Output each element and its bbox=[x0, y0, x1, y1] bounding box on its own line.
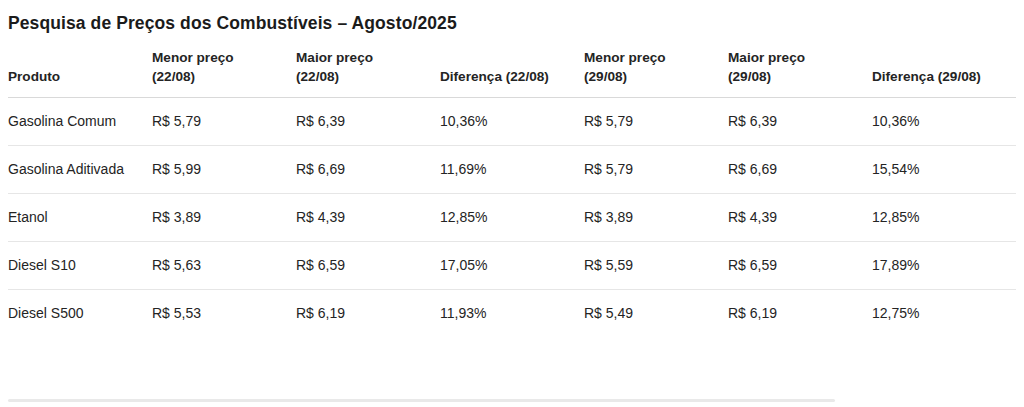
table-row-gasolina-aditivada: Gasolina Aditivada R$ 5,99 R$ 6,69 11,69… bbox=[8, 145, 1016, 193]
cell-diferenca-2908: 15,54% bbox=[872, 145, 1016, 193]
cell-maior-2908: R$ 6,39 bbox=[728, 97, 872, 145]
table-row-diesel-s500: Diesel S500 R$ 5,53 R$ 6,19 11,93% R$ 5,… bbox=[8, 289, 1016, 337]
cell-maior-2208: R$ 6,59 bbox=[296, 241, 440, 289]
cell-menor-2208: R$ 5,79 bbox=[152, 97, 296, 145]
cell-menor-2208: R$ 3,89 bbox=[152, 193, 296, 241]
cell-menor-2908: R$ 5,79 bbox=[584, 97, 728, 145]
cell-menor-2208: R$ 5,53 bbox=[152, 289, 296, 337]
column-header-produto: Produto bbox=[8, 45, 152, 97]
cell-produto: Gasolina Aditivada bbox=[8, 145, 152, 193]
cell-menor-2908: R$ 5,49 bbox=[584, 289, 728, 337]
table-row-etanol: Etanol R$ 3,89 R$ 4,39 12,85% R$ 3,89 R$… bbox=[8, 193, 1016, 241]
cell-diferenca-2908: 12,85% bbox=[872, 193, 1016, 241]
cell-diferenca-2208: 11,69% bbox=[440, 145, 584, 193]
page-title: Pesquisa de Preços dos Combustíveis – Ag… bbox=[0, 0, 1024, 45]
table-header-row: Produto Menor preço (22/08) Maior preço … bbox=[8, 45, 1016, 97]
cell-menor-2908: R$ 3,89 bbox=[584, 193, 728, 241]
column-header-menor-preco-2908: Menor preço (29/08) bbox=[584, 45, 728, 97]
table-row-gasolina-comum: Gasolina Comum R$ 5,79 R$ 6,39 10,36% R$… bbox=[8, 97, 1016, 145]
cell-diferenca-2208: 11,93% bbox=[440, 289, 584, 337]
cell-diferenca-2908: 12,75% bbox=[872, 289, 1016, 337]
column-header-menor-preco-2208: Menor preço (22/08) bbox=[152, 45, 296, 97]
cell-menor-2208: R$ 5,63 bbox=[152, 241, 296, 289]
cell-maior-2908: R$ 6,69 bbox=[728, 145, 872, 193]
cell-diferenca-2208: 10,36% bbox=[440, 97, 584, 145]
cell-maior-2208: R$ 6,69 bbox=[296, 145, 440, 193]
cell-menor-2208: R$ 5,99 bbox=[152, 145, 296, 193]
cell-produto: Diesel S10 bbox=[8, 241, 152, 289]
table-row-diesel-s10: Diesel S10 R$ 5,63 R$ 6,59 17,05% R$ 5,5… bbox=[8, 241, 1016, 289]
cell-maior-2208: R$ 6,39 bbox=[296, 97, 440, 145]
column-header-maior-preco-2208: Maior preço (22/08) bbox=[296, 45, 440, 97]
document-page: Pesquisa de Preços dos Combustíveis – Ag… bbox=[0, 0, 1024, 407]
cell-maior-2908: R$ 4,39 bbox=[728, 193, 872, 241]
horizontal-scrollbar-thumb[interactable] bbox=[8, 399, 835, 402]
cell-maior-2208: R$ 6,19 bbox=[296, 289, 440, 337]
cell-produto: Gasolina Comum bbox=[8, 97, 152, 145]
column-header-diferenca-2908: Diferença (29/08) bbox=[872, 45, 1016, 97]
cell-diferenca-2908: 10,36% bbox=[872, 97, 1016, 145]
cell-maior-2908: R$ 6,59 bbox=[728, 241, 872, 289]
cell-menor-2908: R$ 5,79 bbox=[584, 145, 728, 193]
cell-maior-2208: R$ 4,39 bbox=[296, 193, 440, 241]
cell-maior-2908: R$ 6,19 bbox=[728, 289, 872, 337]
cell-diferenca-2208: 12,85% bbox=[440, 193, 584, 241]
cell-diferenca-2208: 17,05% bbox=[440, 241, 584, 289]
cell-menor-2908: R$ 5,59 bbox=[584, 241, 728, 289]
column-header-diferenca-2208: Diferença (22/08) bbox=[440, 45, 584, 97]
cell-produto: Diesel S500 bbox=[8, 289, 152, 337]
cell-diferenca-2908: 17,89% bbox=[872, 241, 1016, 289]
cell-produto: Etanol bbox=[8, 193, 152, 241]
fuel-price-table: Produto Menor preço (22/08) Maior preço … bbox=[8, 45, 1016, 337]
column-header-maior-preco-2908: Maior preço (29/08) bbox=[728, 45, 872, 97]
